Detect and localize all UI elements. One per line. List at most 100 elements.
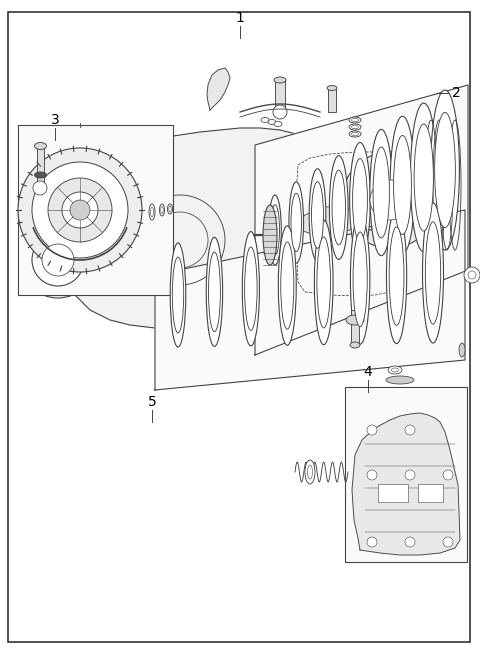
Circle shape xyxy=(62,192,98,228)
Text: 4: 4 xyxy=(364,365,372,379)
Ellipse shape xyxy=(373,147,389,238)
Ellipse shape xyxy=(394,135,411,235)
Circle shape xyxy=(18,148,142,272)
Circle shape xyxy=(32,162,128,258)
Circle shape xyxy=(443,470,453,480)
Ellipse shape xyxy=(35,172,47,178)
Text: 5: 5 xyxy=(148,395,156,409)
Circle shape xyxy=(33,181,47,195)
Ellipse shape xyxy=(390,116,415,254)
Ellipse shape xyxy=(172,257,184,333)
Ellipse shape xyxy=(270,205,279,255)
Circle shape xyxy=(342,152,438,248)
Circle shape xyxy=(70,200,90,220)
Bar xyxy=(351,310,359,345)
Text: 2: 2 xyxy=(452,86,460,100)
Text: 3: 3 xyxy=(50,113,60,127)
Ellipse shape xyxy=(242,231,259,346)
Ellipse shape xyxy=(386,209,407,344)
Ellipse shape xyxy=(261,118,269,122)
Ellipse shape xyxy=(208,252,220,332)
Polygon shape xyxy=(352,413,460,555)
Ellipse shape xyxy=(168,204,172,214)
Ellipse shape xyxy=(353,232,367,327)
Ellipse shape xyxy=(149,204,155,220)
Bar xyxy=(345,387,467,562)
Ellipse shape xyxy=(269,195,281,265)
Ellipse shape xyxy=(386,376,414,384)
Circle shape xyxy=(405,425,415,435)
Ellipse shape xyxy=(312,182,324,248)
Polygon shape xyxy=(55,128,315,330)
Circle shape xyxy=(357,167,423,233)
Ellipse shape xyxy=(410,103,437,252)
Circle shape xyxy=(468,271,476,279)
Ellipse shape xyxy=(392,368,398,372)
Circle shape xyxy=(464,267,480,283)
Ellipse shape xyxy=(263,205,277,265)
Ellipse shape xyxy=(351,118,359,122)
Ellipse shape xyxy=(278,226,296,345)
Polygon shape xyxy=(207,68,230,110)
Ellipse shape xyxy=(431,90,459,250)
Ellipse shape xyxy=(350,214,370,344)
Ellipse shape xyxy=(281,242,294,329)
Bar xyxy=(328,88,336,112)
Bar xyxy=(275,80,285,112)
Ellipse shape xyxy=(308,465,312,479)
Ellipse shape xyxy=(274,77,286,83)
Ellipse shape xyxy=(274,122,282,127)
Polygon shape xyxy=(255,85,468,355)
Circle shape xyxy=(367,425,377,435)
Ellipse shape xyxy=(159,204,165,216)
Ellipse shape xyxy=(370,129,393,255)
Ellipse shape xyxy=(305,460,315,484)
Circle shape xyxy=(405,470,415,480)
Circle shape xyxy=(20,222,96,298)
Ellipse shape xyxy=(35,142,47,150)
Bar xyxy=(37,146,44,188)
Circle shape xyxy=(405,140,445,180)
Ellipse shape xyxy=(349,117,361,123)
Ellipse shape xyxy=(169,206,171,212)
Ellipse shape xyxy=(289,182,303,263)
Ellipse shape xyxy=(414,124,433,231)
Ellipse shape xyxy=(425,222,441,324)
Bar xyxy=(18,125,173,295)
Ellipse shape xyxy=(388,366,402,374)
Circle shape xyxy=(42,244,74,276)
Polygon shape xyxy=(265,130,430,312)
Ellipse shape xyxy=(349,124,361,130)
Ellipse shape xyxy=(434,112,456,228)
Text: 1: 1 xyxy=(236,11,244,25)
Polygon shape xyxy=(298,205,355,235)
Ellipse shape xyxy=(170,243,186,347)
Ellipse shape xyxy=(422,203,444,343)
Ellipse shape xyxy=(245,247,257,330)
Ellipse shape xyxy=(206,237,223,346)
Ellipse shape xyxy=(351,132,359,136)
Ellipse shape xyxy=(352,159,368,241)
Circle shape xyxy=(446,154,454,162)
Circle shape xyxy=(32,234,84,286)
Ellipse shape xyxy=(459,343,465,357)
Ellipse shape xyxy=(291,193,301,252)
Ellipse shape xyxy=(327,86,337,90)
Ellipse shape xyxy=(389,227,404,326)
Ellipse shape xyxy=(268,120,276,125)
Ellipse shape xyxy=(346,315,364,325)
Circle shape xyxy=(273,105,287,119)
Ellipse shape xyxy=(350,342,360,348)
Circle shape xyxy=(413,148,437,172)
Ellipse shape xyxy=(332,170,346,245)
Ellipse shape xyxy=(349,142,371,257)
Ellipse shape xyxy=(317,237,331,328)
Circle shape xyxy=(48,178,112,242)
Ellipse shape xyxy=(351,125,359,129)
Ellipse shape xyxy=(329,155,348,259)
Polygon shape xyxy=(155,210,465,390)
Bar xyxy=(418,484,443,502)
Ellipse shape xyxy=(314,220,333,344)
Circle shape xyxy=(367,470,377,480)
Bar xyxy=(378,484,408,502)
